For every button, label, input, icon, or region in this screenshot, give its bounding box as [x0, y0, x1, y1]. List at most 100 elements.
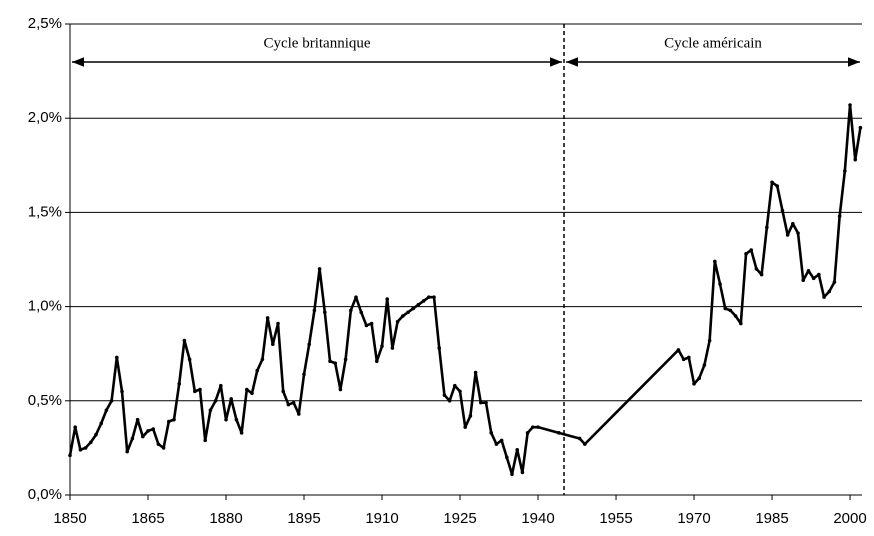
data-point — [245, 387, 249, 392]
data-point — [837, 214, 842, 218]
data-point — [499, 438, 504, 443]
data-point — [796, 231, 800, 235]
data-point — [302, 372, 306, 377]
data-point — [770, 180, 774, 185]
data-point — [375, 359, 379, 364]
x-tick-label: 1955 — [599, 510, 632, 527]
data-point — [177, 382, 182, 386]
data-point — [583, 442, 587, 446]
data-point — [395, 319, 400, 324]
data-point — [260, 357, 265, 362]
data-point — [343, 357, 348, 362]
data-point — [276, 321, 280, 326]
data-point — [224, 417, 228, 422]
y-tick-label: 2,0% — [28, 109, 62, 126]
data-point — [479, 400, 483, 405]
data-point — [265, 316, 270, 320]
data-point — [104, 408, 109, 413]
data-point — [94, 432, 98, 437]
data-point — [83, 446, 88, 450]
data-point — [702, 363, 707, 367]
data-point — [255, 368, 260, 373]
data-point — [312, 308, 317, 313]
x-tick-label: 1865 — [131, 510, 164, 527]
data-point — [354, 295, 358, 299]
data-point — [193, 389, 197, 394]
data-point — [161, 446, 166, 450]
data-point — [401, 314, 405, 318]
data-point — [447, 399, 452, 403]
data-point — [806, 269, 811, 273]
data-point — [687, 355, 691, 360]
data-point — [333, 361, 338, 365]
data-point — [239, 431, 244, 435]
data-point — [713, 259, 717, 264]
data-point — [723, 306, 728, 311]
data-point — [172, 417, 176, 422]
data-point — [489, 431, 494, 435]
data-point — [520, 470, 525, 475]
data-point — [120, 389, 124, 394]
data-point — [73, 425, 78, 429]
data-point — [515, 447, 520, 452]
data-point — [156, 442, 161, 446]
data-point — [442, 393, 447, 397]
data-point — [390, 346, 395, 350]
data-point — [557, 431, 561, 435]
data-point — [739, 321, 743, 326]
x-tick-label: 1880 — [209, 510, 242, 527]
data-point — [328, 359, 332, 364]
data-point — [510, 472, 514, 477]
data-point — [801, 278, 806, 283]
data-point — [468, 414, 473, 418]
data-point — [463, 425, 468, 429]
data-point — [271, 342, 275, 347]
data-point — [505, 455, 509, 460]
data-point — [759, 272, 764, 277]
data-point — [146, 429, 150, 433]
data-point — [307, 342, 312, 347]
data-point — [78, 447, 83, 452]
x-tick-label: 1895 — [287, 510, 320, 527]
data-point — [167, 419, 171, 424]
data-point — [858, 125, 863, 130]
data-point — [109, 399, 114, 403]
data-point — [427, 295, 431, 299]
data-point — [775, 184, 780, 188]
data-point — [385, 297, 390, 301]
data-point — [484, 400, 488, 405]
data-point — [286, 402, 291, 407]
data-point — [681, 357, 686, 362]
data-point — [811, 276, 816, 281]
data-point — [416, 302, 421, 307]
y-tick-label: 1,0% — [28, 298, 62, 315]
y-tick-label: 2,5% — [28, 15, 62, 32]
y-tick-label: 0,0% — [28, 486, 62, 503]
y-tick-label: 0,5% — [28, 392, 62, 409]
data-point — [765, 225, 769, 230]
data-point — [676, 348, 681, 352]
data-point — [494, 442, 499, 446]
data-point — [317, 267, 322, 271]
data-point — [791, 221, 795, 226]
x-tick-label: 1910 — [365, 510, 398, 527]
data-point — [203, 438, 208, 443]
data-point — [89, 440, 93, 445]
data-point — [359, 310, 364, 315]
x-tick-label: 1970 — [677, 510, 710, 527]
data-point — [99, 421, 104, 426]
data-point — [848, 103, 852, 107]
data-point — [229, 397, 234, 401]
data-point — [323, 310, 327, 315]
data-point — [733, 314, 738, 318]
data-point — [338, 387, 343, 392]
data-point — [754, 267, 759, 271]
x-tick-label: 1850 — [53, 510, 86, 527]
data-point — [297, 412, 301, 416]
data-point — [785, 233, 790, 237]
data-point — [822, 295, 826, 299]
data-point — [577, 436, 582, 441]
data-point — [432, 295, 436, 299]
data-point — [187, 357, 192, 362]
data-point — [198, 387, 202, 392]
